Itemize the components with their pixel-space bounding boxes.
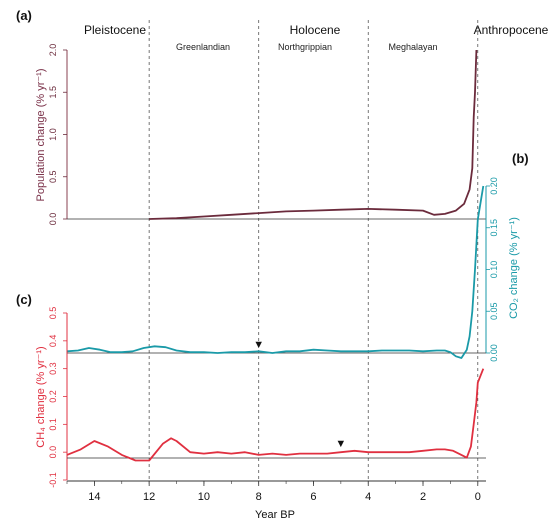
epoch-label-anthropocene: Anthropocene (474, 23, 549, 37)
panel-label-c: (c) (16, 292, 32, 307)
panel-b-co2: 0.00 0.05 0.10 0.15 0.20 CO₂ change (% yr⁻¹) (66, 177, 520, 362)
panel-b-series-line (66, 185, 485, 359)
x-tick-label: 4 (365, 491, 371, 503)
panel-a-series-line (149, 49, 478, 220)
x-tick-label: 14 (88, 491, 100, 503)
panel-b-marker: ▼ (253, 339, 264, 351)
x-tick-label: 10 (198, 491, 210, 503)
panel-c-ytick-label: 0.5 (48, 307, 58, 320)
panel-label-b: (b) (512, 151, 529, 166)
x-axis: 14 12 10 8 6 4 2 0 Year BP (66, 480, 486, 521)
x-axis-label: Year BP (255, 509, 295, 521)
x-tick-label: 0 (475, 491, 481, 503)
panel-b-ytick-label: 0.20 (489, 177, 499, 195)
panel-c-ytick-label: 0.2 (48, 390, 58, 403)
panel-b-ytick-label: 0.00 (489, 344, 499, 362)
epoch-label-holocene: Holocene (290, 23, 341, 37)
panel-a-ytick-label: 1.0 (48, 128, 58, 141)
panel-c-ytick-label: 0.1 (48, 418, 58, 431)
panel-c-series-line (66, 368, 485, 462)
panel-a-ylabel: Population change (% yr⁻¹) (35, 69, 47, 202)
panel-a-population: 0.0 0.5 1.0 1.5 2.0 Population change (% yr⁻… (35, 44, 486, 226)
x-tick-label: 2 (420, 491, 426, 503)
epoch-boundaries (148, 20, 479, 481)
stage-label-meghalayan: Meghalayan (388, 42, 437, 52)
panel-a-ytick-label: 2.0 (48, 44, 58, 57)
panel-a-ytick-label: 1.5 (48, 86, 58, 99)
panel-label-a: (a) (16, 8, 32, 23)
panel-c-ylabel: CH₄ change (% yr⁻¹) (35, 346, 47, 447)
panel-a-ytick-label: 0.5 (48, 170, 58, 183)
x-tick-label: 6 (310, 491, 316, 503)
panel-a-ytick-label: 0.0 (48, 213, 58, 226)
panel-b-ytick-label: 0.15 (489, 219, 499, 237)
stage-label-northgrippian: Northgrippian (278, 42, 332, 52)
panel-c-ytick-label: 0.3 (48, 362, 58, 375)
x-tick-label: 12 (143, 491, 155, 503)
panel-c-ytick-label: 0.4 (48, 335, 58, 348)
panel-c-ytick-label: -0.1 (48, 472, 58, 488)
stage-label-greenlandian: Greenlandian (176, 42, 230, 52)
panel-b-ytick-label: 0.05 (489, 302, 499, 320)
x-tick-label: 8 (256, 491, 262, 503)
epoch-label-pleistocene: Pleistocene (84, 23, 146, 37)
panel-b-ylabel: CO₂ change (% yr⁻¹) (508, 217, 520, 319)
panel-c-ytick-label: 0.0 (48, 446, 58, 459)
panel-c-ch4: -0.1 0.0 0.1 0.2 0.3 0.4 0.5 CH₄ change (% yr⁻… (35, 307, 486, 488)
panel-b-ytick-label: 0.10 (489, 261, 499, 279)
panel-c-marker: ▼ (335, 438, 346, 450)
